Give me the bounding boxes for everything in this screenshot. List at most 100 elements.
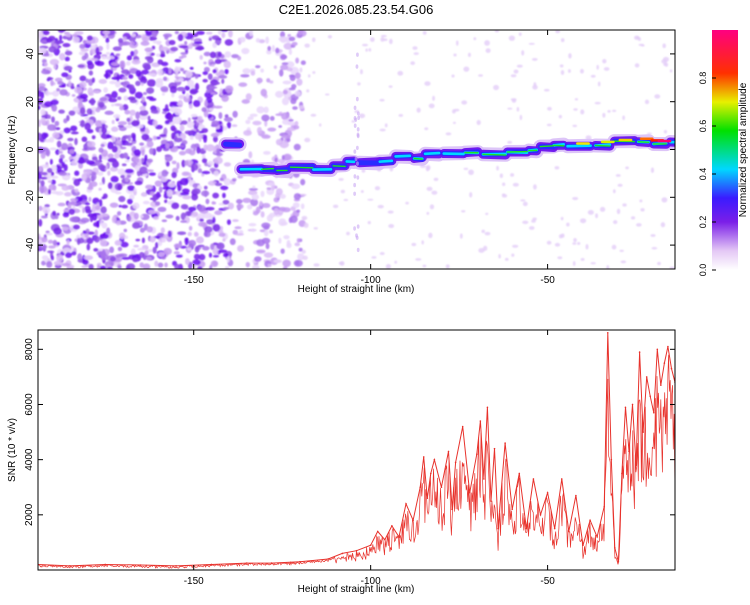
noise-speckle xyxy=(91,58,98,61)
noise-speckle xyxy=(72,37,79,44)
noise-speckle xyxy=(88,197,91,202)
faint-speckle xyxy=(481,230,484,233)
faint-speckle xyxy=(580,69,584,74)
noise-speckle xyxy=(275,48,279,54)
noise-speckle xyxy=(203,62,206,65)
streak-speckle xyxy=(354,124,357,128)
noise-speckle xyxy=(134,188,137,192)
noise-speckle xyxy=(222,238,225,241)
noise-speckle xyxy=(291,183,300,189)
noise-speckle xyxy=(86,160,95,164)
faint-speckle xyxy=(598,82,601,87)
faint-speckle xyxy=(496,166,499,171)
noise-speckle xyxy=(73,179,80,186)
noise-speckle xyxy=(301,203,305,209)
noise-speckle xyxy=(190,67,194,70)
noise-speckle xyxy=(51,175,58,178)
faint-speckle xyxy=(604,67,610,71)
noise-speckle xyxy=(111,127,118,132)
y-tick-label: 6000 xyxy=(24,393,35,416)
faint-speckle xyxy=(473,37,476,40)
noise-speckle xyxy=(98,165,106,171)
faint-speckle xyxy=(388,224,394,228)
noise-speckle xyxy=(132,59,141,64)
noise-speckle xyxy=(47,168,52,173)
snr-point xyxy=(653,412,655,414)
noise-speckle xyxy=(50,159,53,165)
noise-speckle xyxy=(146,87,154,94)
noise-speckle xyxy=(272,45,275,52)
faint-speckle xyxy=(619,250,623,252)
noise-speckle xyxy=(171,132,174,139)
noise-speckle xyxy=(133,258,138,262)
noise-speckle xyxy=(114,153,120,159)
noise-speckle xyxy=(223,253,229,257)
noise-speckle xyxy=(242,198,251,203)
faint-speckle xyxy=(612,245,617,250)
noise-speckle xyxy=(191,114,198,117)
faint-speckle xyxy=(431,191,437,195)
noise-speckle xyxy=(117,211,121,215)
noise-speckle xyxy=(296,79,302,86)
faint-speckle xyxy=(498,254,501,259)
snr-point xyxy=(561,478,563,480)
faint-speckle xyxy=(572,125,577,127)
noise-speckle xyxy=(92,135,96,139)
noise-speckle xyxy=(215,59,222,64)
snr-point xyxy=(384,539,386,541)
snr-point xyxy=(462,426,464,428)
noise-speckle xyxy=(157,59,163,64)
faint-speckle xyxy=(661,197,667,202)
snr-point xyxy=(660,384,662,386)
noise-speckle xyxy=(280,222,287,226)
snr-point xyxy=(618,561,620,563)
signal-blob xyxy=(483,154,506,155)
noise-speckle xyxy=(204,190,207,197)
faint-speckle xyxy=(595,102,601,104)
noise-speckle xyxy=(179,45,188,48)
noise-speckle xyxy=(174,243,182,248)
faint-speckle xyxy=(618,184,623,187)
noise-speckle xyxy=(61,263,70,267)
noise-speckle xyxy=(79,205,84,208)
noise-speckle xyxy=(79,44,85,49)
noise-speckle xyxy=(247,204,252,209)
faint-speckle xyxy=(631,216,635,219)
noise-speckle xyxy=(225,51,232,57)
noise-speckle xyxy=(108,182,113,189)
noise-speckle xyxy=(282,260,290,267)
faint-speckle xyxy=(622,116,625,121)
noise-speckle xyxy=(71,131,79,134)
signal-blob xyxy=(554,145,564,146)
noise-speckle xyxy=(173,116,182,124)
noise-speckle xyxy=(98,188,101,191)
faint-speckle xyxy=(304,44,309,48)
x-tick-label: -50 xyxy=(540,275,555,286)
noise-speckle xyxy=(187,248,191,251)
noise-speckle xyxy=(149,98,156,101)
noise-speckle xyxy=(74,189,78,193)
noise-speckle xyxy=(45,90,50,96)
noise-speckle xyxy=(69,208,75,214)
faint-speckle xyxy=(383,38,387,41)
snr-point xyxy=(211,564,213,566)
noise-speckle xyxy=(59,35,62,41)
noise-speckle xyxy=(282,135,291,139)
noise-speckle xyxy=(168,119,173,123)
noise-speckle xyxy=(170,125,175,131)
noise-speckle xyxy=(134,149,141,156)
noise-speckle xyxy=(147,141,154,148)
noise-speckle xyxy=(280,55,287,60)
noise-speckle xyxy=(202,158,207,163)
noise-speckle xyxy=(182,195,191,199)
noise-speckle xyxy=(82,55,87,60)
noise-speckle xyxy=(92,156,98,160)
noise-speckle xyxy=(126,61,131,66)
signal-blob xyxy=(568,146,591,147)
noise-speckle xyxy=(125,177,129,182)
noise-speckle xyxy=(89,70,93,75)
noise-speckle xyxy=(162,93,165,96)
signal-blob xyxy=(414,158,422,159)
noise-speckle xyxy=(72,94,76,97)
noise-speckle xyxy=(80,107,85,114)
